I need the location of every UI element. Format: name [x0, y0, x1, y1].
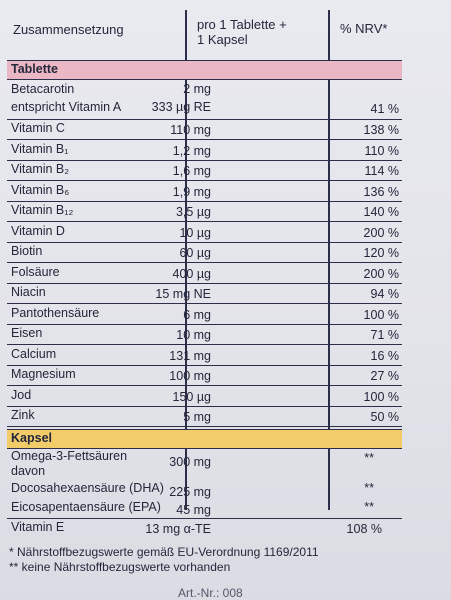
- nutrient-nrv: 138 %: [363, 123, 399, 137]
- nutrient-nrv: 100 %: [363, 389, 399, 404]
- nutrient-name: Vitamin C: [11, 121, 65, 135]
- section-tablette-title: Tablette: [11, 62, 58, 76]
- column-divider-2: [328, 10, 330, 510]
- nutrient-amount: 15 mg NE: [155, 287, 211, 301]
- table-row: Vitamin B₁₂ 3,5 µg 140 %: [7, 202, 402, 222]
- column-divider-1: [185, 10, 187, 510]
- nutrient-nrv: 50 %: [370, 410, 400, 424]
- nutrient-nrv: 94 %: [370, 287, 400, 301]
- nutrient-nrv: **: [364, 500, 374, 514]
- nutrient-name: Vitamin E: [11, 520, 65, 534]
- nutrient-name: Zink: [11, 408, 35, 422]
- table-row: Folsäure 400 µg 200 %: [7, 264, 402, 284]
- table-row: Vitamin B₂ 1,6 mg 114 %: [7, 161, 402, 181]
- nutrient-nrv: 114 %: [364, 164, 399, 178]
- nutrient-amount: 150 µg: [172, 389, 211, 404]
- nutrient-amount: 3,5 µg: [175, 205, 211, 219]
- table-row: Vitamin B₆ 1,9 mg 136 %: [7, 182, 402, 202]
- nutrient-name: Vitamin B₁₂: [11, 203, 74, 217]
- nutrient-nrv: 120 %: [363, 246, 399, 260]
- table-row: Betacarotin 2 mg: [7, 81, 402, 98]
- table-row: Zink 5 mg 50 %: [7, 407, 402, 427]
- section-kapsel-title: Kapsel: [11, 431, 52, 445]
- nutrient-name: Niacin: [11, 285, 46, 299]
- nutrient-nrv: 71 %: [370, 328, 400, 342]
- header-composition: Zusammensetzung: [13, 22, 124, 37]
- nutrient-amount: 1,6 mg: [172, 164, 211, 178]
- table-row: Docosahexaensäure (DHA) 225 mg **: [7, 481, 402, 500]
- table-row: Eicosapentaensäure (EPA) 45 mg **: [7, 500, 402, 519]
- table-row: Vitamin D 10 µg 200 %: [7, 223, 402, 243]
- nutrient-amount: 10 µg: [179, 225, 211, 240]
- nutrient-name: Betacarotin: [11, 82, 75, 96]
- footnote-nrv: * Nährstoffbezugswerte gemäß EU-Verordnu…: [9, 545, 319, 559]
- nutrient-name: Omega-3-Fettsäuren: [11, 449, 128, 463]
- nutrient-amount: 225 mg: [169, 485, 211, 499]
- nutrient-name: Magnesium: [11, 367, 76, 381]
- table-row: Pantothensäure 6 mg 100 %: [7, 305, 402, 325]
- nutrient-nrv: 110 %: [364, 143, 399, 158]
- table-row: Biotin 60 µg 120 %: [7, 243, 402, 263]
- nutrient-name: Biotin: [11, 244, 43, 258]
- nutrient-amount: 100 mg: [169, 369, 211, 383]
- nutrient-name: Docosahexaensäure (DHA): [11, 481, 164, 495]
- table-row: Vitamin C 110 mg 138 %: [7, 120, 402, 140]
- nutrient-amount: 333 µg RE: [151, 100, 211, 114]
- header-per-serving-line1: pro 1 Tablette +: [197, 17, 287, 32]
- nutrient-amount: 10 mg: [176, 328, 211, 342]
- table-row: Niacin 15 mg NE 94 %: [7, 284, 402, 304]
- section-tablette: Tablette: [7, 60, 402, 80]
- header-nrv: % NRV*: [340, 21, 388, 36]
- nutrient-amount: 400 µg: [172, 266, 211, 281]
- nutrient-amount: 131 mg: [169, 348, 211, 363]
- nutrient-amount: 6 mg: [183, 307, 211, 322]
- nutrient-nrv: 200 %: [363, 266, 399, 281]
- nutrient-nrv: 100 %: [363, 307, 399, 322]
- table-row: entspricht Vitamin A 333 µg RE 41 %: [7, 98, 402, 120]
- nutrient-nrv: 136 %: [363, 184, 399, 199]
- table-row: Vitamin B₁ 1,2 mg 110 %: [7, 141, 402, 161]
- table-row: Calcium 131 mg 16 %: [7, 346, 402, 366]
- nutrient-amount: 45 mg: [176, 503, 211, 517]
- article-number-cut: Art.-Nr.: 008: [178, 586, 243, 600]
- nutrient-name: Eicosapentaensäure (EPA): [11, 500, 161, 514]
- nutrient-nrv: 41 %: [370, 102, 400, 116]
- nutrient-amount: 60 µg: [179, 246, 211, 260]
- nutrient-amount: 13 mg α-TE: [145, 522, 211, 536]
- nutrient-amount: 300 mg: [169, 455, 211, 469]
- nutrient-amount: 5 mg: [183, 410, 211, 424]
- nutrient-name: Vitamin B₆: [11, 182, 70, 197]
- table-header: Zusammensetzung pro 1 Tablette + 1 Kapse…: [0, 8, 451, 60]
- nutrient-amount: 1,9 mg: [172, 184, 211, 199]
- table-row: Omega-3-Fettsäuren 300 mg ** davon: [7, 449, 402, 481]
- nutrient-amount: 2 mg: [183, 82, 211, 96]
- table-row: Eisen 10 mg 71 %: [7, 325, 402, 345]
- footnote-no-nrv: ** keine Nährstoffbezugswerte vorhanden: [9, 560, 231, 574]
- nutrient-amount: 110 mg: [170, 123, 211, 137]
- nutrient-nrv: 200 %: [363, 225, 399, 240]
- nutrient-name: Vitamin B₂: [11, 162, 70, 176]
- nutrient-name: Vitamin B₁: [11, 141, 69, 156]
- nutrient-name: Calcium: [11, 346, 57, 361]
- nutrient-nrv: **: [364, 481, 374, 495]
- nutrient-name: Jod: [11, 387, 32, 402]
- nutrient-nrv: 16 %: [370, 348, 400, 363]
- nutrient-subheading: davon: [11, 464, 46, 478]
- nutrient-name: Pantothensäure: [11, 305, 100, 320]
- table-row: Vitamin E 13 mg α-TE 108 %: [7, 519, 402, 537]
- section-kapsel: Kapsel: [7, 429, 402, 449]
- nutrient-nrv: **: [364, 451, 374, 465]
- nutrient-amount: 1,2 mg: [172, 143, 211, 158]
- nutrient-nrv: 140 %: [363, 205, 399, 219]
- nutrient-nrv: 108 %: [346, 522, 382, 536]
- nutrient-name: Folsäure: [11, 264, 60, 279]
- table-row: Jod 150 µg 100 %: [7, 387, 402, 407]
- header-per-serving-line2: 1 Kapsel: [197, 32, 248, 47]
- table-row: Magnesium 100 mg 27 %: [7, 366, 402, 386]
- nutrient-name: Vitamin D: [11, 223, 65, 238]
- nutrient-name: entspricht Vitamin A: [11, 100, 122, 114]
- nutrient-name: Eisen: [11, 326, 43, 340]
- nutrient-nrv: 27 %: [370, 369, 400, 383]
